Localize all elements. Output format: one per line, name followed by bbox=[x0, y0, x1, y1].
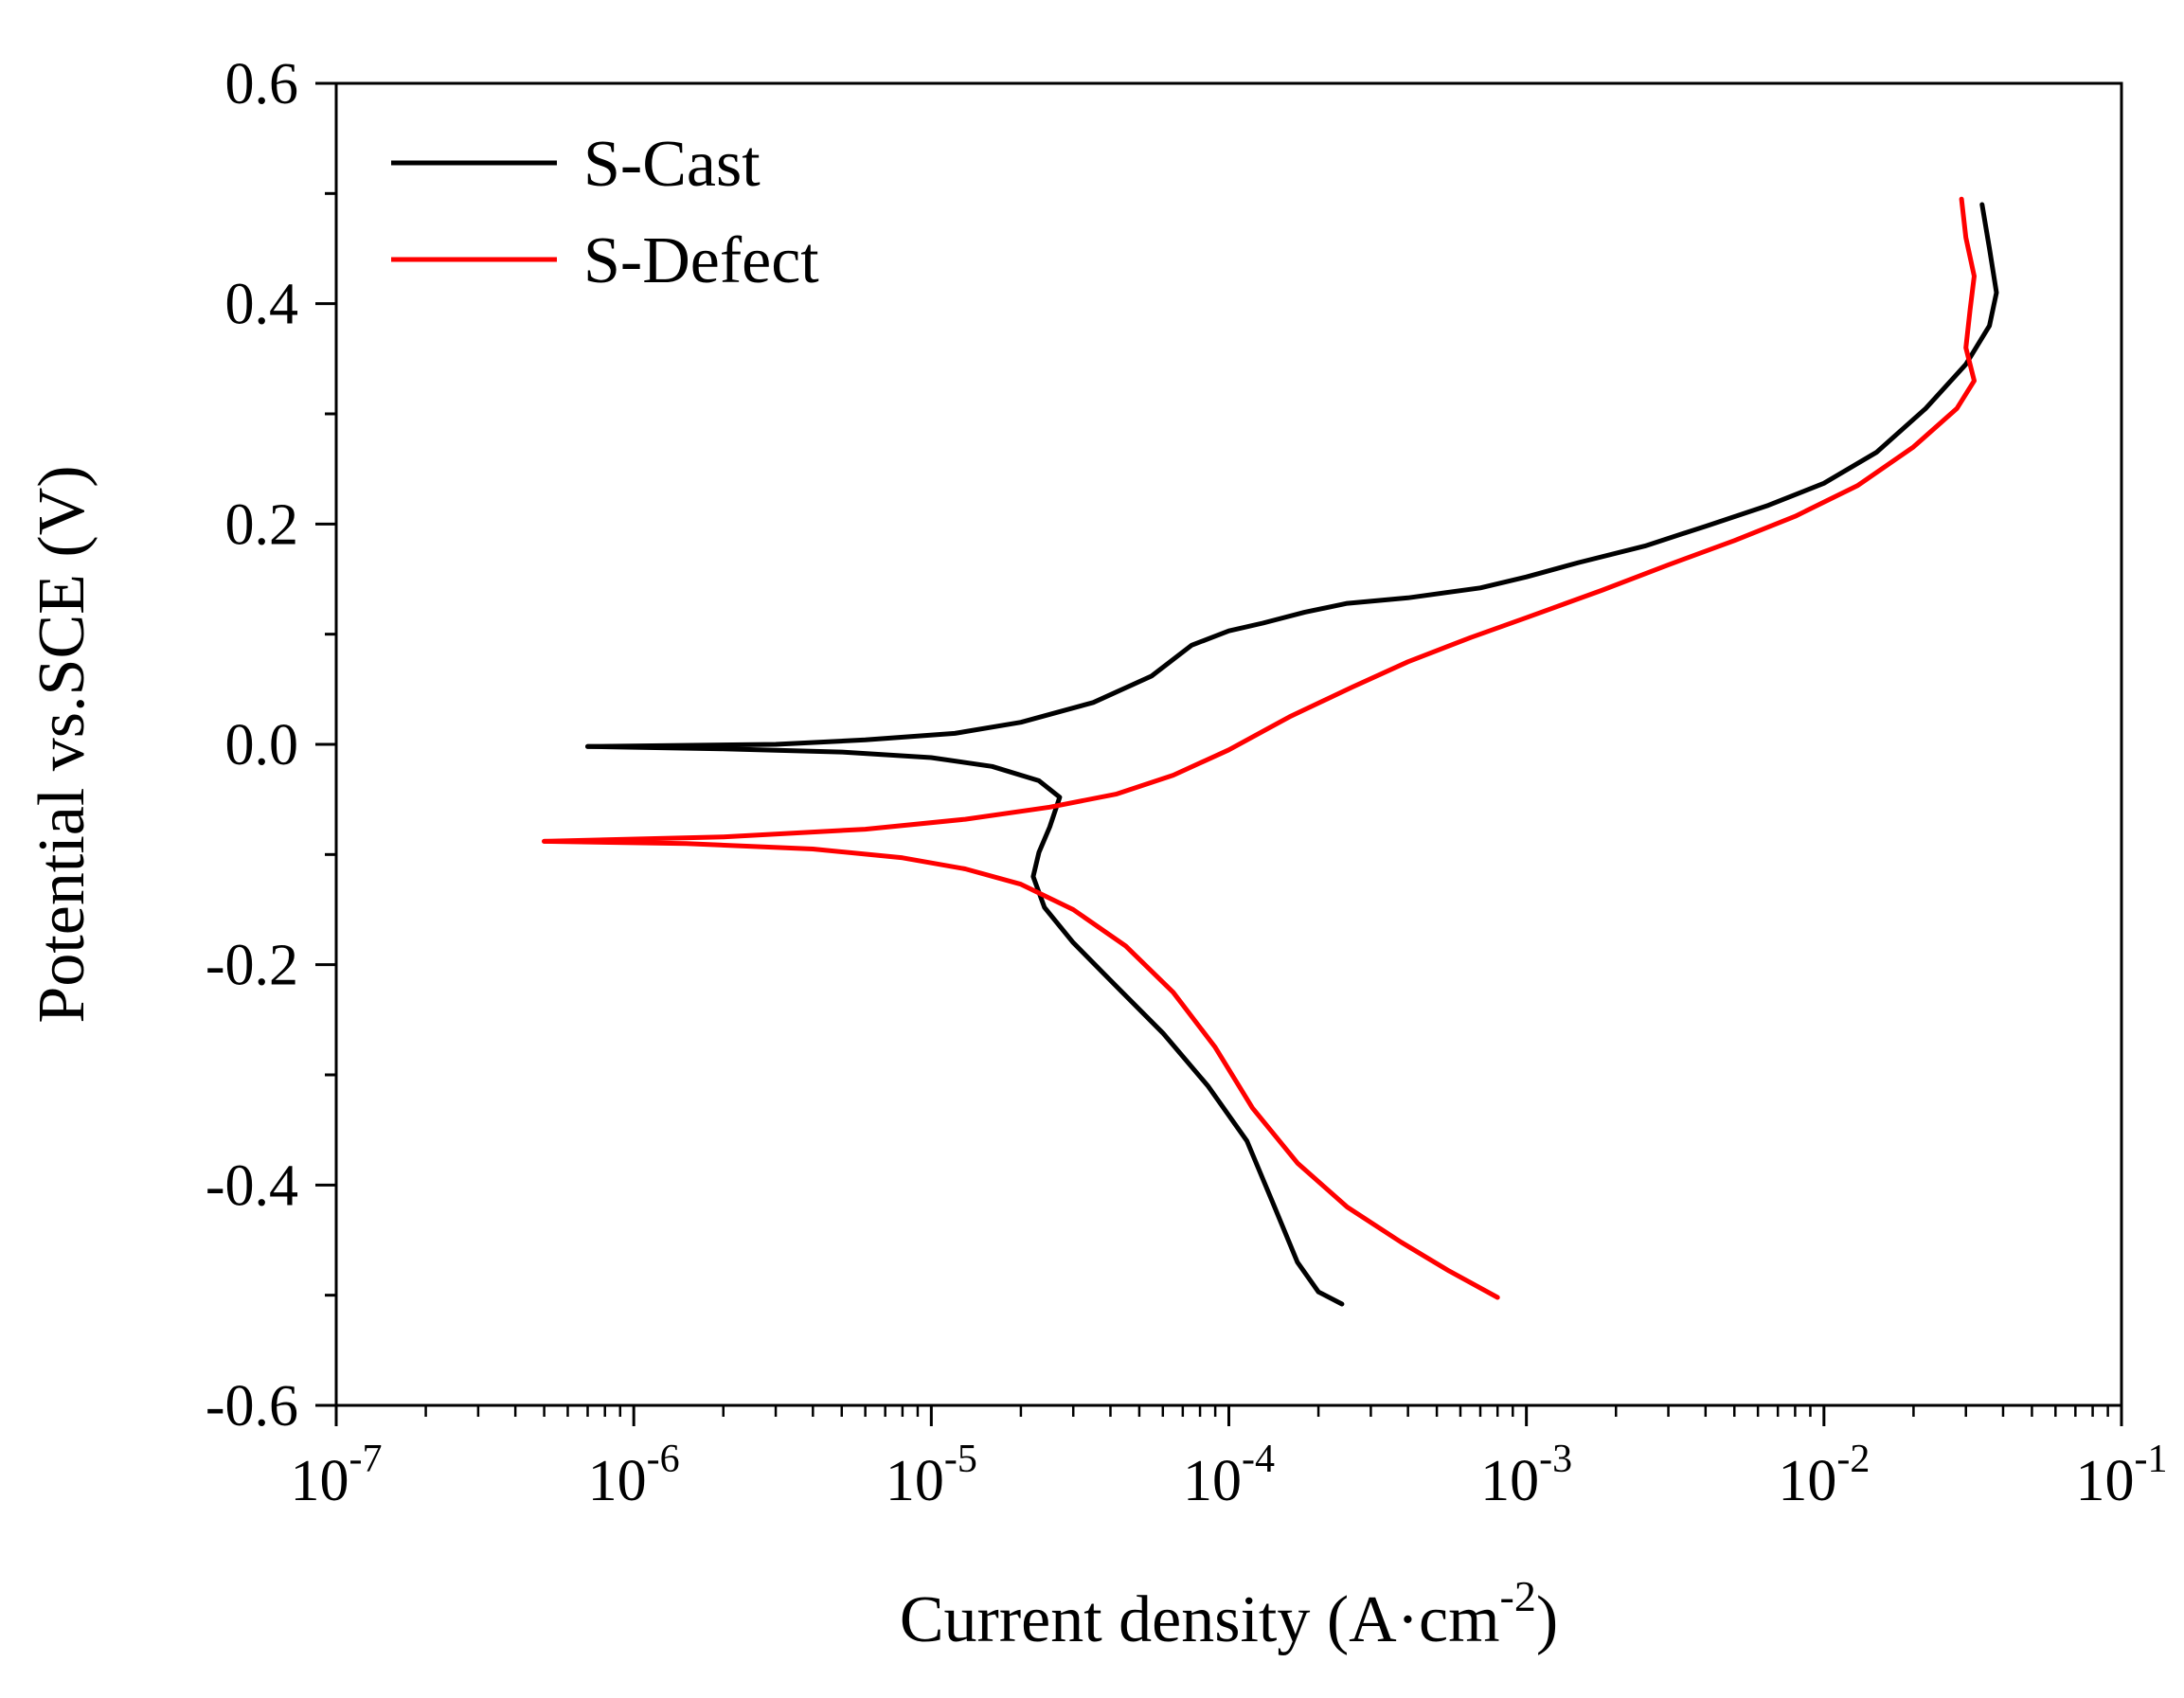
y-tick-label: 0.2 bbox=[225, 492, 299, 557]
legend-label: S-Cast bbox=[583, 128, 761, 201]
y-tick-label: 0.0 bbox=[225, 713, 299, 778]
y-tick-label: 0.4 bbox=[225, 273, 299, 337]
y-tick-label: -0.6 bbox=[206, 1374, 298, 1439]
series-line-s-defect-anodic bbox=[542, 196, 1977, 844]
x-tick-label: 10-5 bbox=[886, 1438, 977, 1513]
series-line-s-cast-anodic bbox=[585, 202, 1999, 749]
x-tick-label: 10-1 bbox=[2076, 1438, 2168, 1513]
x-tick-label: 10-2 bbox=[1778, 1438, 1870, 1513]
x-axis-title: Current density (A·cm-2) bbox=[900, 1572, 1558, 1656]
legend: S-Cast S-Defect bbox=[391, 128, 819, 297]
y-tick-label: -0.4 bbox=[206, 1153, 298, 1218]
x-tick-label: 10-7 bbox=[291, 1438, 383, 1513]
y-tick-label: 0.6 bbox=[225, 52, 299, 116]
series-line-s-defect-cathodic bbox=[542, 838, 1500, 1300]
legend-label: S-Defect bbox=[583, 224, 819, 297]
series-line-s-cast-cathodic bbox=[585, 743, 1345, 1307]
x-tick-label: 10-4 bbox=[1183, 1438, 1275, 1513]
series-layer bbox=[542, 196, 1999, 1307]
x-tick-label: 10-6 bbox=[588, 1438, 680, 1513]
y-axis-title: Potential vs.SCE (V) bbox=[26, 465, 98, 1023]
y-tick-label: -0.2 bbox=[206, 934, 298, 998]
axes: 10-7 10-6 10-5 10-4 10-3 10-2 10-1 -0.6 -0.4 -0.2… bbox=[26, 52, 2168, 1656]
x-tick-label: 10-3 bbox=[1480, 1438, 1572, 1513]
